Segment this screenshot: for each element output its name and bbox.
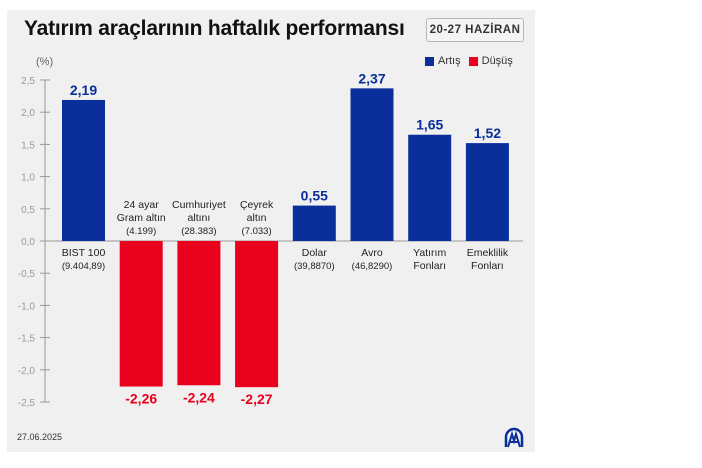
bar xyxy=(235,241,279,388)
legend-swatch-increase xyxy=(425,56,434,66)
y-axis-unit: (%) xyxy=(36,56,54,68)
data-label: 2,19 xyxy=(70,82,97,98)
y-tick-label: 1,0 xyxy=(21,173,35,184)
legend: Artış Düşüş xyxy=(425,55,513,67)
category-label: (46,8290) xyxy=(352,261,393,272)
legend-label-increase: Artış xyxy=(438,55,461,67)
bar xyxy=(408,134,452,241)
data-label: -2,24 xyxy=(183,389,215,405)
category-label: Fonları xyxy=(413,260,446,272)
legend-label-decrease: Düşüş xyxy=(481,55,513,67)
y-tick-label: 0,0 xyxy=(21,237,35,248)
legend-item-increase: Artış xyxy=(425,55,461,67)
category-label: (4.199) xyxy=(126,226,156,237)
bar xyxy=(292,205,336,241)
y-tick-label: -0,5 xyxy=(18,269,36,280)
category-label: (7.033) xyxy=(242,226,272,237)
y-tick-label: -2,5 xyxy=(18,398,36,409)
publication-date: 27.06.2025 xyxy=(17,432,63,442)
y-tick-label: 2,5 xyxy=(21,76,35,87)
y-tick-label: -2,0 xyxy=(18,366,36,377)
data-label: 1,65 xyxy=(416,117,443,133)
y-tick-label: -1,0 xyxy=(18,301,36,312)
category-label: BIST 100 xyxy=(62,247,106,259)
aa-logo-icon xyxy=(504,427,524,448)
category-label: (28.383) xyxy=(181,226,216,237)
bar xyxy=(62,99,105,242)
y-tick-label: 0,5 xyxy=(21,205,35,216)
category-label: Cumhuriyet xyxy=(172,199,226,211)
category-label: (9.404,89) xyxy=(62,261,105,272)
category-label: 24 ayar xyxy=(124,199,160,211)
y-tick-label: -1,5 xyxy=(18,334,36,345)
bar xyxy=(465,143,509,241)
bar xyxy=(119,241,163,387)
category-label: Avro xyxy=(361,247,383,259)
category-label: Dolar xyxy=(302,247,328,259)
category-label: altın xyxy=(247,212,267,224)
category-label: Emeklilik xyxy=(467,247,509,259)
category-label: Çeyrek xyxy=(240,199,274,211)
category-label: Fonları xyxy=(471,260,504,272)
y-tick-label: 2,0 xyxy=(21,108,35,119)
bar xyxy=(350,88,394,241)
bar xyxy=(177,241,221,386)
legend-swatch-decrease xyxy=(468,56,478,66)
category-label: Gram altın xyxy=(117,212,166,224)
category-label: (39,8870) xyxy=(294,261,335,272)
legend-item-decrease: Düşüş xyxy=(468,55,513,67)
date-range-badge: 20-27 HAZİRAN xyxy=(426,18,524,42)
chart-title: Yatırım araçlarının haftalık performansı xyxy=(24,17,405,40)
data-label: 0,55 xyxy=(301,188,328,204)
category-label: altını xyxy=(188,212,211,224)
data-label: -2,26 xyxy=(125,391,157,407)
y-tick-label: 1,5 xyxy=(21,140,35,151)
category-label: Yatırım xyxy=(413,247,446,259)
data-label: -2,27 xyxy=(241,391,273,407)
data-label: 1,52 xyxy=(474,125,501,141)
data-label: 2,37 xyxy=(358,70,385,86)
